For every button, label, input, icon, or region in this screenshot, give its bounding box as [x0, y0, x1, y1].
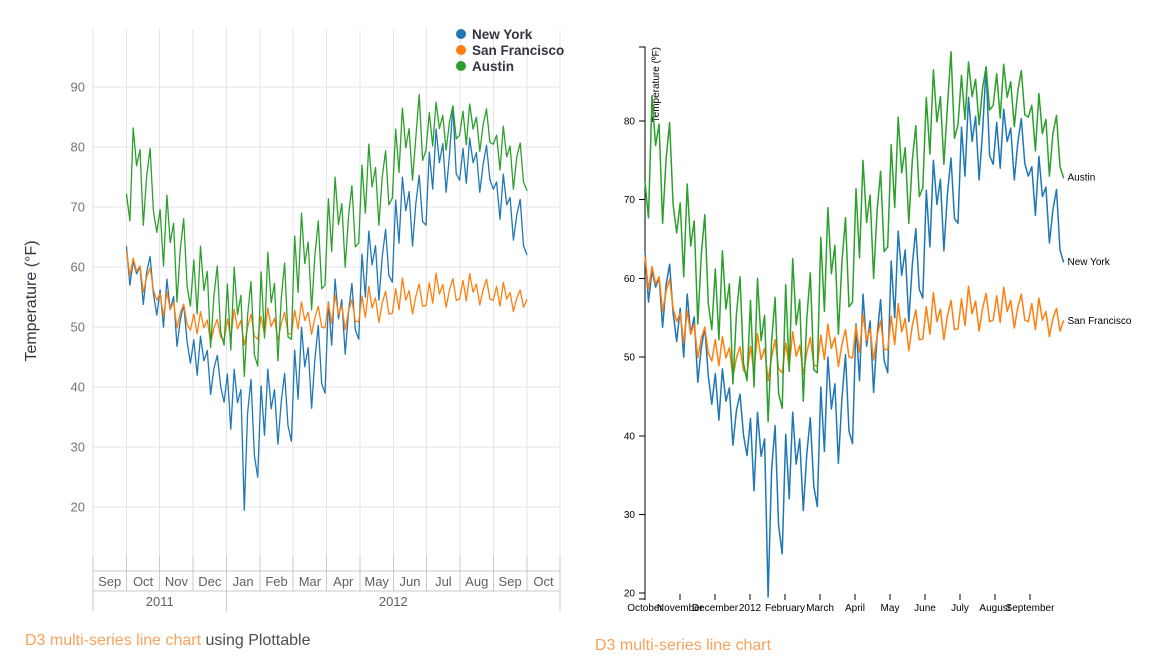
left-month-label: Oct [533, 574, 554, 589]
left-year-label: 2011 [146, 594, 174, 609]
left-month-label: Apr [333, 574, 354, 589]
right-caption-link[interactable]: D3 multi-series line chart [595, 637, 772, 654]
left-month-label: Sep [98, 574, 121, 589]
left-y-tick-label: 70 [71, 200, 85, 215]
right-x-tick-label: November [657, 603, 704, 614]
right-y-tick-label: 60 [624, 274, 636, 285]
right-y-axis-line [639, 46, 646, 600]
left-caption-link[interactable]: D3 multi-series line chart [25, 632, 202, 649]
right-y-tick-label: 30 [624, 510, 636, 521]
right-x-tick-label: July [951, 603, 969, 614]
right-x-tick-label: March [806, 603, 834, 614]
right-x-tick-label: May [881, 603, 900, 614]
left-y-tick-label: 60 [71, 260, 85, 275]
legend-dot-icon [456, 61, 466, 71]
left-month-label: Nov [165, 574, 189, 589]
legend-dot-icon [456, 29, 466, 39]
left-month-label: Jan [233, 574, 254, 589]
left-month-label: Feb [265, 574, 287, 589]
right-x-tick-label: September [1006, 603, 1056, 614]
right-series-line-san-francisco [644, 256, 1065, 382]
right-x-tick-label: June [914, 603, 936, 614]
right-series-line-new-york [644, 66, 1065, 598]
legend-item-label: New York [472, 26, 533, 42]
right-series-end-label: Austin [1068, 173, 1096, 184]
legend-item: New York [456, 26, 564, 42]
left-y-tick-label: 90 [71, 80, 85, 95]
legend-dot-icon [456, 45, 466, 55]
left-y-tick-label: 30 [71, 440, 85, 455]
left-y-tick-label: 40 [71, 380, 85, 395]
right-series-end-label: New York [1068, 257, 1111, 268]
left-caption: D3 multi-series line chart using Plottab… [25, 632, 310, 650]
left-month-label: Oct [133, 574, 154, 589]
right-y-tick-label: 80 [624, 117, 636, 128]
right-x-tick-label: December [692, 603, 739, 614]
right-x-tick-label: 2012 [739, 603, 762, 614]
left-caption-suffix: using Plottable [201, 632, 311, 649]
right-x-tick-label: February [765, 603, 805, 614]
left-month-label: Sep [499, 574, 522, 589]
left-series-line-austin [125, 93, 528, 378]
left-month-label: Jun [400, 574, 421, 589]
right-y-tick-label: 50 [624, 353, 636, 364]
right-x-tick-label: October [627, 603, 663, 614]
left-series-line-new-york [125, 105, 528, 511]
left-chart-legend: New York San Francisco Austin [456, 26, 564, 74]
left-month-label: Mar [299, 574, 322, 589]
right-y-tick-label: 70 [624, 195, 636, 206]
left-month-label: Dec [198, 574, 222, 589]
left-y-tick-label: 80 [71, 140, 85, 155]
legend-item: San Francisco [456, 42, 564, 58]
left-month-label: Aug [465, 574, 488, 589]
right-y-tick-label: 40 [624, 431, 636, 442]
right-x-tick-label: August [979, 603, 1010, 614]
left-series-line-san-francisco [125, 250, 528, 346]
left-month-label: Jul [435, 574, 452, 589]
legend-item-label: San Francisco [472, 42, 565, 58]
legend-item: Austin [456, 58, 564, 74]
right-series-end-label: San Francisco [1068, 316, 1132, 327]
left-y-axis-label: Temperature (°F) [23, 240, 40, 362]
right-caption: D3 multi-series line chart [595, 637, 771, 655]
right-x-tick-label: April [845, 603, 865, 614]
left-y-tick-label: 50 [71, 320, 85, 335]
left-year-label: 2012 [379, 594, 408, 609]
legend-item-label: Austin [472, 58, 514, 74]
left-y-tick-label: 20 [71, 500, 85, 515]
right-y-axis-label: Temperature (ºF) [651, 47, 662, 122]
right-series-line-austin [644, 50, 1065, 423]
left-month-label: May [364, 574, 389, 589]
right-y-tick-label: 20 [624, 589, 636, 600]
